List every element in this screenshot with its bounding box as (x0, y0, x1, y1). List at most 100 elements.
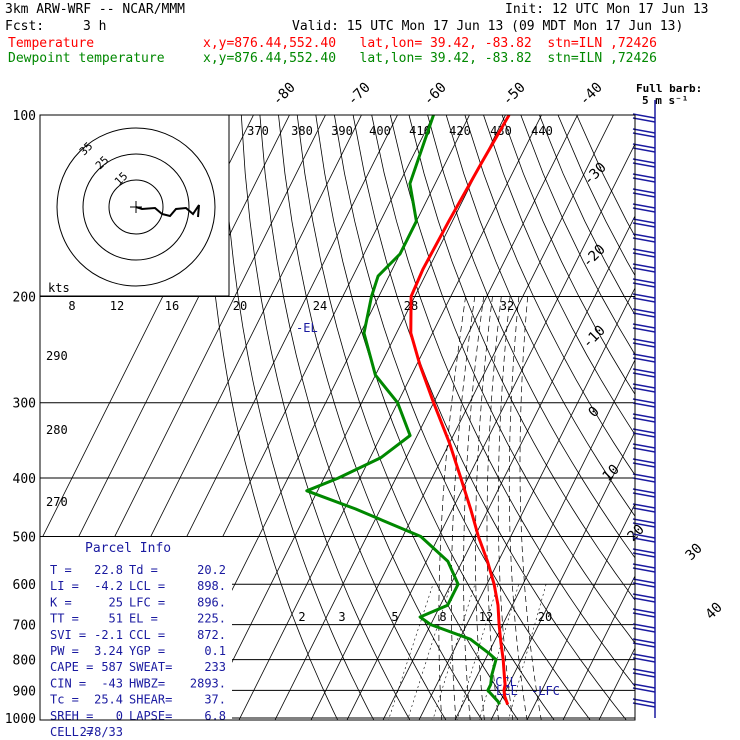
theta-label: 400 (369, 124, 391, 138)
pressure-label: 200 (13, 291, 36, 306)
ccl-label: -CCL (488, 675, 517, 689)
wind-barb (632, 582, 656, 588)
parcel-info-value: -4.2 (94, 579, 123, 593)
wind-barb (632, 248, 656, 254)
wind-barb (632, 383, 656, 389)
parcel-info-key: CELL = (50, 725, 93, 739)
parcel-info-key: CCL = (129, 628, 165, 642)
parcel-info-value: 0.1 (204, 644, 226, 658)
mixing-ratio-label: 12 (479, 610, 493, 624)
wind-barb (632, 293, 656, 299)
wind-barb (632, 702, 656, 708)
parcel-info-value: 587 (101, 660, 123, 674)
parcel-info-key: YGP = (129, 644, 165, 658)
pressure-label: 1000 (5, 712, 36, 727)
theta-label: 440 (531, 124, 553, 138)
parcel-info-value: -2.1 (94, 628, 123, 642)
wind-barb (632, 462, 656, 468)
parcel-info-value: 225. (197, 612, 226, 626)
isotherm-label: -60 (421, 80, 450, 109)
moist-adiabat-line (519, 296, 542, 720)
init-time: Init: 12 UTC Mon 17 Jun 13 (505, 2, 709, 17)
theta-label: 380 (291, 124, 313, 138)
parcel-info-key: SREH = (50, 709, 93, 723)
model-title: 3km ARW-WRF -- NCAR/MMM (5, 2, 186, 17)
wind-barb (632, 503, 656, 509)
wind-barb (632, 672, 656, 678)
parcel-info-key: LCL = (129, 579, 165, 593)
parcel-info-value: 20.2 (197, 563, 226, 577)
wind-barb (632, 177, 656, 183)
wind-barb (632, 488, 656, 494)
dry-adiabat-line (203, 115, 339, 720)
barb-legend-title: Full barb: (636, 82, 702, 95)
parcel-info-key: SHEAR= (129, 693, 172, 707)
parcel-info-key: CAPE = (50, 660, 93, 674)
wind-barb (632, 473, 656, 479)
wind-barb (632, 147, 656, 153)
pressure-label: 300 (13, 397, 36, 412)
wind-barb (632, 623, 656, 629)
theta-label: 390 (331, 124, 353, 138)
wind-barb (632, 432, 656, 438)
theta-e-label: 8 (68, 299, 75, 313)
wind-barb (632, 252, 656, 258)
dry-adiabat-line (464, 115, 635, 476)
wind-barb (632, 143, 656, 149)
dry-adiabat-line (296, 115, 519, 720)
parcel-info-key: PW = (50, 644, 79, 658)
dewpoint-trace (305, 115, 501, 706)
moist-adiabat-line (497, 296, 514, 720)
theta-e-label: 20 (233, 299, 247, 313)
isotherm-line (562, 575, 635, 720)
dry-adiabat-line (501, 115, 635, 396)
parcel-info-value: 872. (197, 628, 226, 642)
dry-adiabat-line (427, 115, 635, 559)
isotherm-label: -50 (500, 80, 529, 109)
wind-barb (632, 477, 656, 483)
theta-label: 420 (449, 124, 471, 138)
parcel-info-key: K = (50, 595, 72, 609)
theta-e-label: 16 (165, 299, 179, 313)
wind-barb (632, 353, 656, 359)
pressure-label: 800 (13, 654, 36, 669)
wind-barb (632, 668, 656, 674)
wind-barb (632, 597, 656, 603)
dry-adiabat-line (352, 115, 627, 720)
hodograph-frame (39, 114, 230, 297)
dry-adiabat-label: 270 (46, 495, 68, 509)
wind-barb (632, 398, 656, 404)
parcel-info-value: 896. (197, 595, 226, 609)
wind-barb (632, 132, 656, 138)
parcel-info-value: 898. (197, 579, 226, 593)
wind-barb (632, 297, 656, 303)
isotherm-label: -30 (581, 160, 610, 189)
wind-barb (632, 357, 656, 363)
hodograph-ring (56, 127, 216, 287)
dry-adiabat-line (334, 115, 591, 720)
hodograph-units-label: kts (48, 281, 70, 295)
dry-adiabat-line (539, 115, 635, 316)
mixing-ratio-label: 20 (538, 610, 552, 624)
barb-legend-value: 5 m s⁻¹ (642, 94, 688, 107)
wind-barb (632, 548, 656, 554)
wind-barb (632, 323, 656, 329)
forecast-label: Fcst: (5, 19, 45, 34)
moist-adiabat-line (438, 296, 466, 720)
pressure-label: 400 (13, 472, 36, 487)
parcel-info-value: 3.24 (94, 644, 123, 658)
wind-barb (632, 507, 656, 513)
parcel-info-value: 0 (116, 709, 123, 723)
dewpoint-legend: Dewpoint temperature (8, 51, 165, 66)
wind-barb (632, 567, 656, 573)
parcel-info-value: -43 (101, 676, 123, 690)
isotherm-line (454, 359, 635, 720)
parcel-info-key: Td = (129, 563, 158, 577)
hodograph-trace (135, 204, 200, 218)
wind-barb (632, 188, 656, 194)
parcel-info-key: CIN = (50, 676, 86, 690)
temperature-trace (409, 115, 511, 706)
wind-barb (632, 162, 656, 168)
isotherm-line (346, 143, 635, 720)
